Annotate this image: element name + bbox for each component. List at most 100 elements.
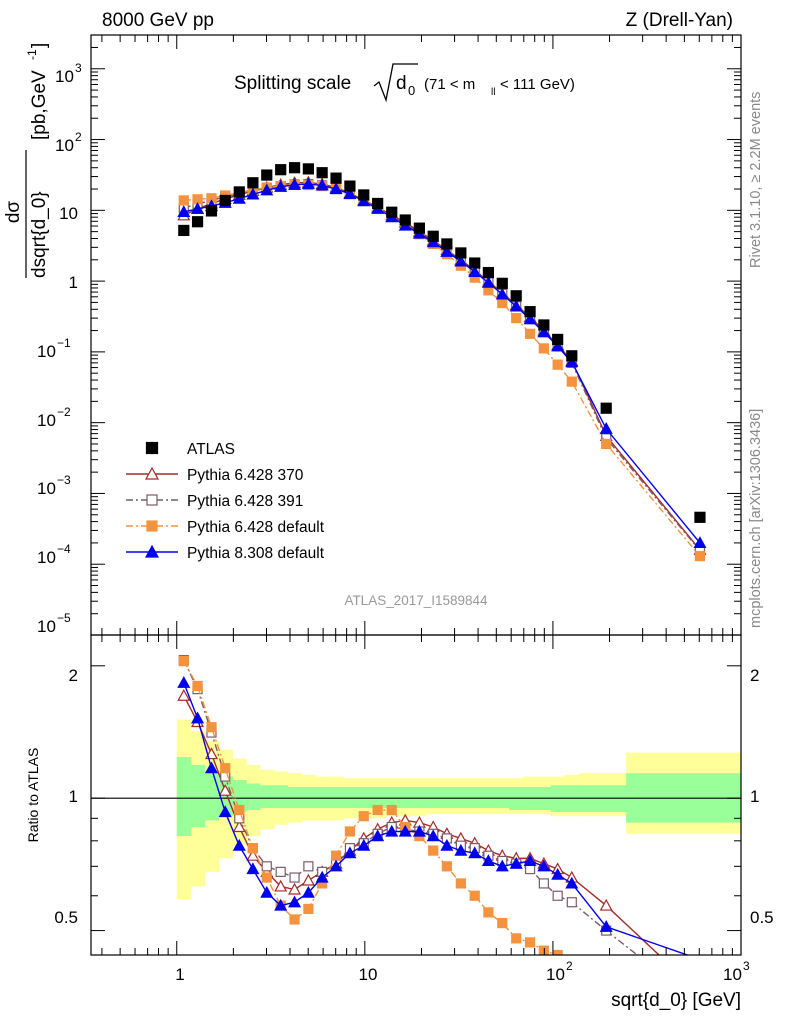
- band-segment: [467, 787, 483, 808]
- ratio-point: [357, 838, 371, 851]
- x-tick-label-10: 10: [359, 965, 378, 984]
- main-plot: [90, 34, 742, 636]
- ratio-point: [454, 843, 468, 856]
- ratio-point: [344, 826, 356, 837]
- band-segment: [426, 787, 441, 808]
- data-point: [329, 182, 343, 195]
- plot-title: Splitting scale d 0 (71 < m ll < 111 GeV…: [234, 63, 575, 103]
- ratio-point: [246, 848, 260, 861]
- ratio-point: [218, 805, 232, 818]
- ratio-line: [183, 659, 639, 955]
- ratio-point: [426, 829, 440, 842]
- data-point: [399, 214, 411, 226]
- band-segment: [343, 787, 358, 808]
- ratio-point: [288, 895, 302, 908]
- ratio-point: [289, 872, 300, 883]
- ratio-point: [551, 867, 565, 880]
- ratio-point: [303, 903, 314, 915]
- analysis-id: ATLAS_2017_I1589844: [344, 593, 488, 608]
- ratio-point: [260, 885, 274, 898]
- ratio-point: [177, 676, 191, 688]
- data-point: [566, 376, 577, 387]
- ratio-point: [289, 914, 300, 925]
- ratio-point: [455, 878, 466, 889]
- ratio-y-tick-1-right: 1: [750, 787, 759, 806]
- ratio-error-bands: [91, 719, 742, 899]
- ratio-point: [412, 824, 426, 837]
- band-segment: [218, 776, 234, 817]
- data-point: [524, 306, 536, 318]
- data-point: [357, 194, 371, 207]
- data-point: [551, 339, 565, 352]
- ratio-point: [218, 783, 232, 796]
- ratio-y-tick-2-left: 2: [69, 666, 78, 685]
- legend-entry: Pythia 6.428 370: [126, 466, 304, 484]
- ylabel-units-b: ]: [29, 43, 50, 48]
- data-point: [413, 222, 425, 234]
- ratio-point: [441, 861, 452, 872]
- ratio-y-axis-label: Ratio to ATLAS: [25, 748, 41, 843]
- band-segment: [495, 787, 510, 808]
- band-segment: [274, 785, 289, 808]
- band-segment: [287, 787, 303, 808]
- data-point: [693, 536, 707, 549]
- data-point: [538, 343, 549, 354]
- data-point: [599, 422, 613, 434]
- ratio-point: [497, 917, 508, 929]
- legend-marker: [146, 494, 158, 506]
- title-cut-close: < 111 GeV): [500, 76, 575, 93]
- data-point: [468, 265, 482, 277]
- ratio-series-pythia-6-428-370: [177, 688, 661, 955]
- data-point: [496, 277, 508, 289]
- ratio-plot-frame: [90, 634, 742, 956]
- ratio-y-tick-1-left: 1: [69, 787, 78, 806]
- ratio-point: [468, 846, 482, 859]
- ratio-y-tick-2-right: 2: [750, 666, 759, 685]
- ratio-point: [206, 722, 217, 733]
- ratio-point: [523, 854, 537, 867]
- data-point: [552, 333, 564, 346]
- ylabel-denominator: dsqrt{d_0}: [29, 191, 50, 278]
- rivet-label: Rivet 3.1.10, ≥ 2.2M events: [748, 92, 764, 268]
- y-tick-10: 10: [59, 204, 78, 223]
- ratio-point: [495, 859, 509, 872]
- band-segment: [371, 787, 386, 808]
- data-point: [694, 511, 706, 523]
- data-point: [694, 551, 706, 562]
- y-tick-1e-2-exp: −2: [57, 405, 71, 419]
- band-segment: [190, 764, 206, 828]
- legend-marker: [146, 520, 158, 532]
- ratio-point: [246, 862, 260, 875]
- legend-entry: ATLAS: [145, 441, 235, 458]
- data-point: [178, 195, 189, 206]
- title-main: Splitting scale: [234, 73, 351, 94]
- data-point: [232, 191, 246, 204]
- data-point: [455, 247, 467, 259]
- y-tick-1: 1: [69, 273, 78, 292]
- data-point: [344, 180, 356, 192]
- band-segment: [356, 787, 372, 808]
- ratio-point: [385, 824, 399, 837]
- ratio-point: [192, 680, 203, 692]
- x-tick-label-1000-exp: 3: [743, 959, 750, 973]
- data-point: [316, 167, 328, 179]
- data-point: [600, 402, 612, 414]
- band-segment: [481, 787, 496, 808]
- ratio-series-group: [177, 655, 690, 955]
- x-tick-label-100-base: 10: [546, 965, 565, 984]
- mcplots-label: mcplots.cern.ch [arXiv:1306.3436]: [748, 409, 764, 628]
- x-tick-label-100-exp: 2: [566, 959, 573, 973]
- data-point: [510, 290, 522, 302]
- ylabel-numerator: dσ: [3, 201, 24, 224]
- data-point: [233, 186, 245, 198]
- ratio-point: [538, 878, 549, 889]
- band-segment: [440, 787, 455, 808]
- main-y-axis-label: dσ dsqrt{d_0} [pb,GeV -1 ]: [3, 43, 50, 278]
- y-tick-1e2-base: 10: [55, 136, 74, 155]
- ratio-point: [509, 856, 523, 869]
- title-sqrt-arg: d: [396, 73, 407, 94]
- ratio-point: [386, 804, 397, 816]
- legend-entry: Pythia 6.428 391: [126, 493, 303, 510]
- ratio-point: [178, 655, 189, 667]
